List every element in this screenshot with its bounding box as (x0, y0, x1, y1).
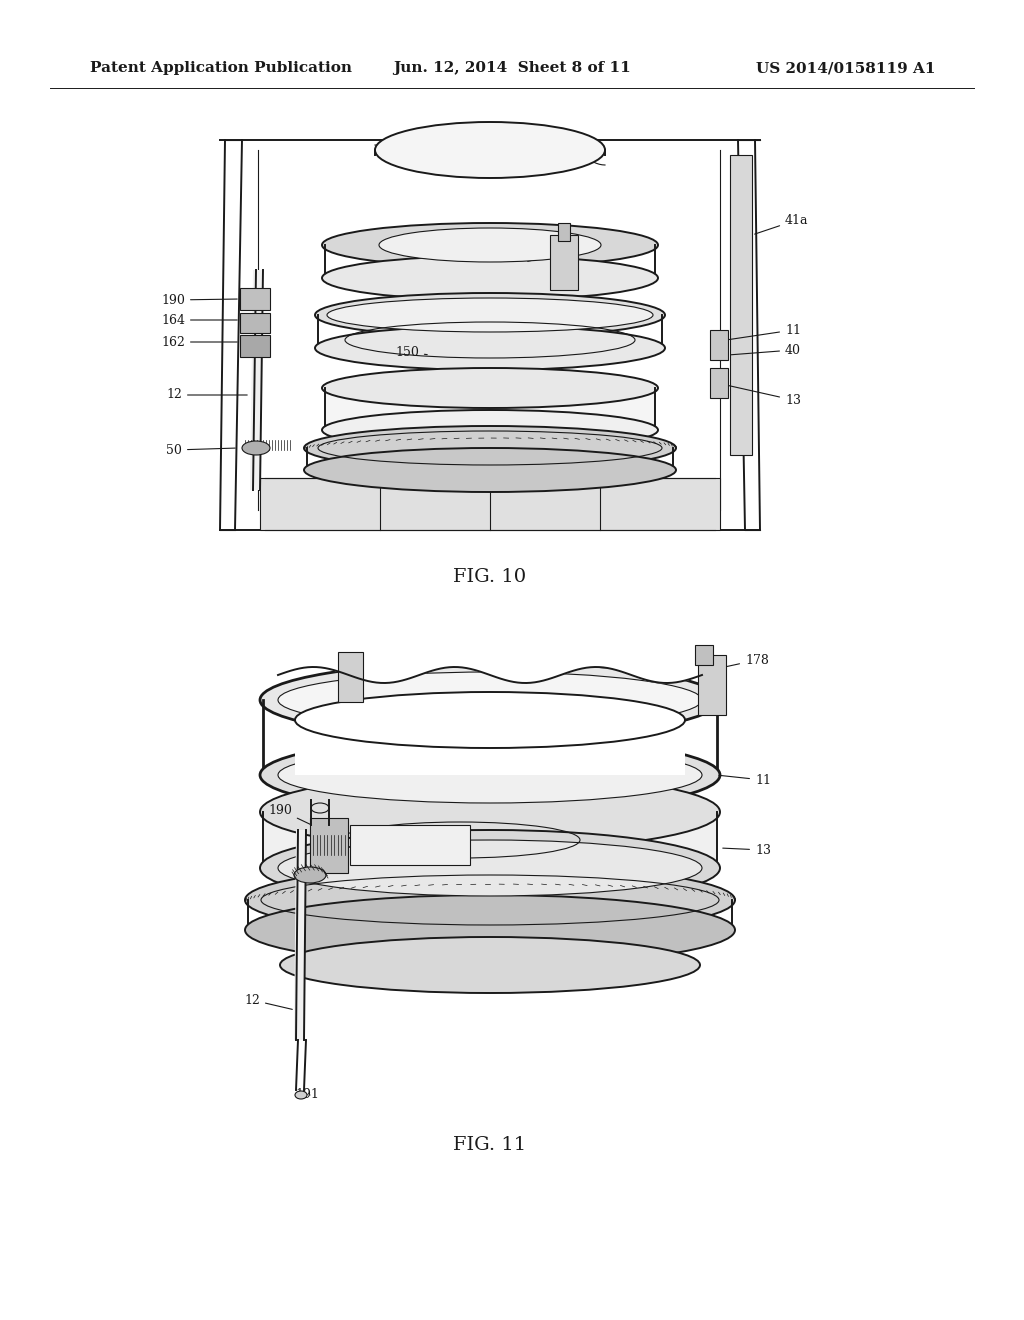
Polygon shape (278, 630, 702, 682)
FancyBboxPatch shape (350, 825, 470, 865)
Text: 50: 50 (166, 444, 236, 457)
Text: 11: 11 (729, 323, 801, 339)
Ellipse shape (260, 774, 720, 850)
Ellipse shape (260, 830, 720, 906)
Ellipse shape (327, 298, 653, 333)
Ellipse shape (295, 1092, 307, 1100)
FancyBboxPatch shape (240, 288, 270, 310)
Polygon shape (294, 830, 306, 1040)
Ellipse shape (304, 447, 676, 492)
Text: 41a: 41a (755, 214, 809, 234)
Ellipse shape (375, 121, 605, 178)
Text: 191: 191 (295, 1089, 318, 1101)
Text: 12: 12 (166, 388, 247, 401)
Text: 13: 13 (729, 385, 801, 407)
Text: 150: 150 (395, 346, 427, 359)
Polygon shape (325, 388, 655, 430)
Text: 13: 13 (723, 843, 771, 857)
FancyBboxPatch shape (260, 478, 720, 531)
Text: 10: 10 (368, 648, 586, 665)
Ellipse shape (322, 411, 658, 450)
Polygon shape (250, 271, 263, 490)
Ellipse shape (295, 692, 685, 748)
Ellipse shape (315, 293, 665, 337)
Text: Jun. 12, 2014  Sheet 8 of 11: Jun. 12, 2014 Sheet 8 of 11 (393, 61, 631, 75)
Text: 178: 178 (723, 653, 769, 668)
Text: 40: 40 (731, 343, 801, 356)
Text: 164: 164 (161, 314, 238, 326)
Text: 150: 150 (423, 841, 469, 854)
Ellipse shape (322, 256, 658, 300)
Text: 190: 190 (161, 293, 238, 306)
Text: FIG. 11: FIG. 11 (454, 1137, 526, 1154)
Polygon shape (263, 812, 717, 869)
FancyBboxPatch shape (730, 154, 752, 455)
Polygon shape (375, 150, 605, 154)
Ellipse shape (322, 368, 658, 408)
Ellipse shape (280, 937, 700, 993)
Ellipse shape (278, 747, 702, 803)
FancyBboxPatch shape (338, 652, 362, 702)
Ellipse shape (294, 867, 326, 883)
Text: 11: 11 (719, 774, 771, 787)
Text: 100: 100 (503, 742, 554, 755)
Ellipse shape (315, 326, 665, 370)
Ellipse shape (242, 441, 270, 455)
Ellipse shape (311, 803, 329, 813)
FancyBboxPatch shape (698, 655, 726, 715)
Ellipse shape (278, 672, 702, 729)
Text: US 2014/0158119 A1: US 2014/0158119 A1 (756, 61, 935, 75)
Ellipse shape (260, 737, 720, 813)
Ellipse shape (379, 228, 601, 261)
Ellipse shape (304, 426, 676, 470)
Ellipse shape (278, 840, 702, 896)
FancyBboxPatch shape (695, 645, 713, 665)
FancyBboxPatch shape (558, 223, 570, 242)
Text: Patent Application Publication: Patent Application Publication (90, 61, 352, 75)
FancyBboxPatch shape (240, 313, 270, 333)
Ellipse shape (245, 865, 735, 935)
FancyBboxPatch shape (710, 368, 728, 399)
Text: FIG. 10: FIG. 10 (454, 568, 526, 586)
FancyBboxPatch shape (310, 818, 348, 873)
Polygon shape (295, 719, 685, 775)
Text: 190: 190 (268, 804, 315, 826)
Ellipse shape (322, 223, 658, 267)
FancyBboxPatch shape (550, 235, 578, 290)
Text: 162: 162 (161, 335, 238, 348)
Ellipse shape (245, 895, 735, 965)
Text: 178: 178 (527, 246, 579, 261)
FancyBboxPatch shape (710, 330, 728, 360)
FancyBboxPatch shape (240, 335, 270, 356)
Text: 12: 12 (244, 994, 292, 1010)
Ellipse shape (260, 663, 720, 738)
